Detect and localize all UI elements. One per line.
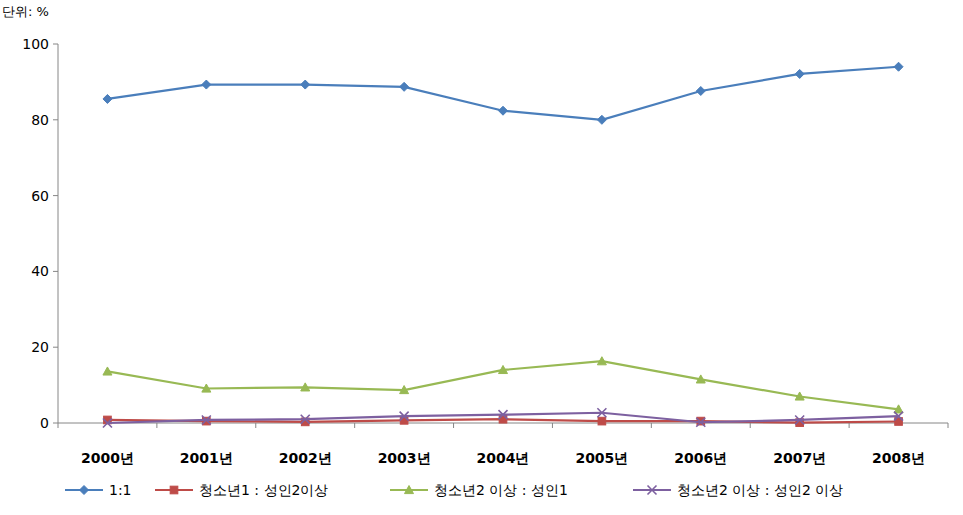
legend-marker [405,486,414,494]
legend-label: 청소년1 : 성인2이상 [199,482,328,498]
x-tick [750,423,751,428]
point [499,410,508,419]
x-tick [453,423,454,428]
legend-label: 청소년2 이상 : 성인1 [434,482,568,498]
point [795,415,804,424]
legend-label: 청소년2 이상 : 성인2 이상 [677,482,843,498]
y-tick [53,423,58,424]
point [400,417,408,425]
point [400,412,409,421]
point [400,386,409,394]
legend-marker [170,486,178,494]
x-tick-label: 2003년 [378,450,431,466]
y-tick-label: 80 [31,112,49,128]
point [795,69,804,78]
point [597,357,606,365]
unit-label: 단위: % [2,4,49,19]
x-tick [156,423,157,428]
point [103,94,112,103]
y-tick [53,271,58,272]
y-tick-label: 0 [40,415,49,431]
point [202,415,211,424]
point [103,419,112,428]
x-tick-label: 2000년 [81,450,134,466]
x-tick [651,423,652,428]
point [696,86,705,95]
x-tick-label: 2008년 [872,450,925,466]
y-tick [53,119,58,120]
legend-marker [80,486,89,495]
point [301,80,310,89]
point [202,384,211,392]
point [894,62,903,71]
x-tick-label: 2006년 [674,450,727,466]
point [894,405,903,413]
chart: 단위: % 0 20 40 60 80 100 2000년 2001년 2002년 2003년 200… [0,0,963,515]
x-tick-label: 2005년 [575,450,628,466]
x-tick-label: 2007년 [773,450,826,466]
y-tick-label: 40 [31,263,49,279]
y-tick-label: 100 [22,36,49,52]
x-tick [948,423,949,428]
legend-label: 1:1 [109,482,132,498]
point [202,80,211,89]
x-tick-label: 2002년 [279,450,332,466]
plot-data [103,62,903,427]
legend-marker [648,486,657,495]
y-tick-label: 20 [31,339,49,355]
point [598,417,606,425]
x-tick [255,423,256,428]
legend: 1:1 청소년1 : 성인2이상 청소년2 이상 : 성인1 청소년2 이상 : 성인… [65,482,843,498]
series-line [107,67,898,120]
point [597,115,606,124]
point [499,365,508,373]
x-tick [354,423,355,428]
point [301,415,310,424]
x-tick-label: 2004년 [477,450,530,466]
x-tick [552,423,553,428]
point [795,392,804,400]
y-axis [58,44,59,423]
point [696,375,705,383]
point [400,82,409,91]
series-line [107,361,898,409]
point [499,106,508,115]
y-tick-label: 60 [31,188,49,204]
x-tick [58,423,59,428]
point [103,367,112,375]
y-tick [53,195,58,196]
x-tick [849,423,850,428]
point [696,418,705,427]
point [301,383,310,391]
y-tick [53,44,58,45]
point [894,412,903,421]
x-tick-label: 2001년 [180,450,233,466]
point [597,408,606,417]
y-tick [53,347,58,348]
